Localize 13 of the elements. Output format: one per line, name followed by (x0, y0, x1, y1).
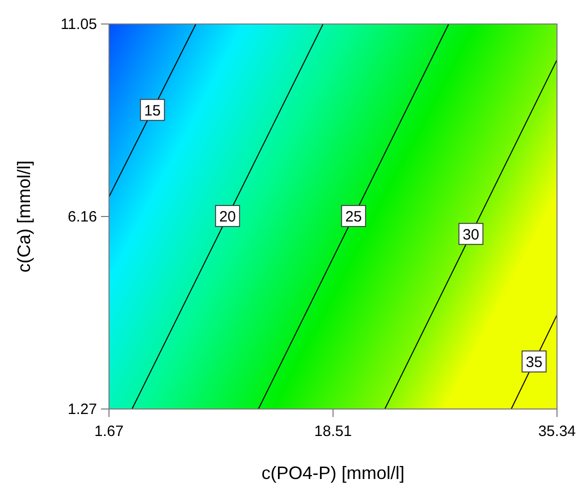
y-tick-label: 11.05 (60, 16, 97, 33)
x-tick-label: 35.34 (538, 423, 576, 440)
y-axis-title: c(Ca) [mmol/l] (14, 160, 34, 272)
series-label: 15 (144, 102, 161, 120)
x-axis-title: c(PO4-P) [mmol/l] (261, 463, 405, 483)
x-tick-label: 18.51 (314, 423, 352, 440)
x-tick-label: 1.67 (94, 423, 124, 440)
series-label: 25 (345, 208, 362, 226)
series-label: 35 (526, 354, 542, 371)
y-tick-label: 1.27 (68, 401, 97, 418)
y-tick-label: 6.16 (68, 208, 97, 226)
series-label: 20 (219, 208, 236, 226)
series-label: 30 (462, 226, 480, 244)
